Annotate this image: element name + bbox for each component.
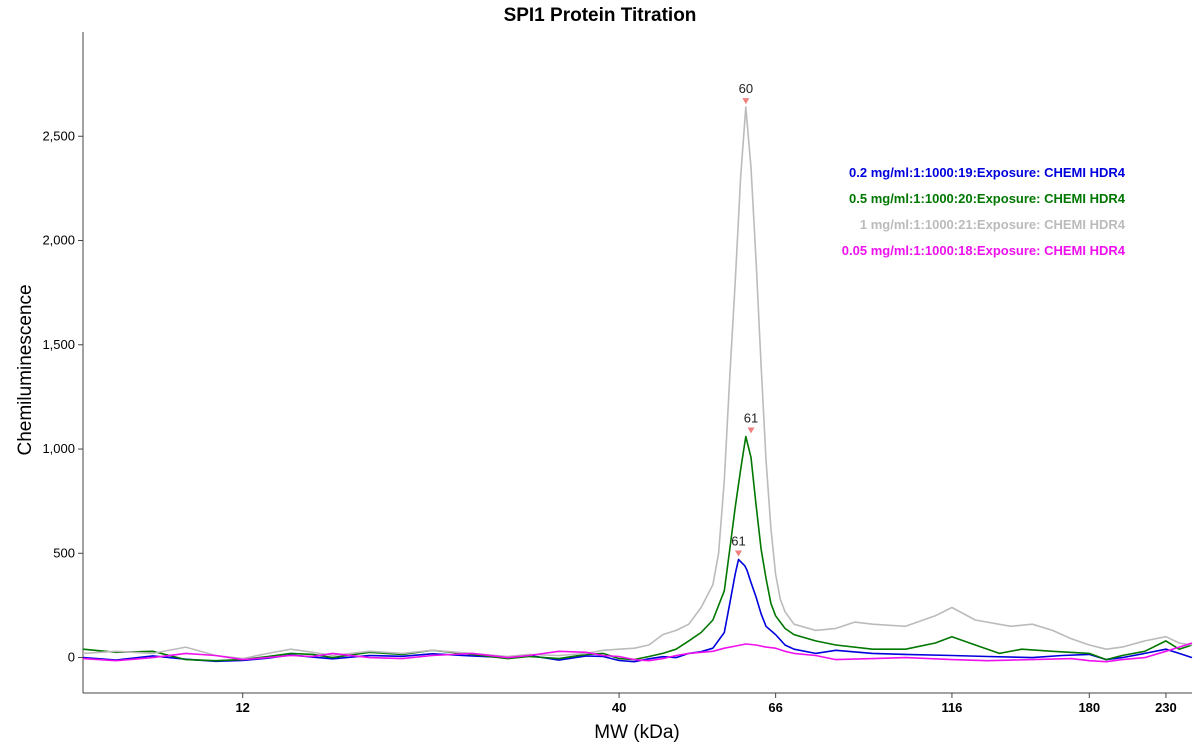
x-tick-label: 66 [768,700,782,715]
legend-entry-3: 1 mg/ml:1:1000:21:Exposure: CHEMI HDR4 [860,217,1126,232]
x-ticks: 12 40 66 116 180 230 [235,693,1177,715]
y-tick-label: 500 [53,545,75,560]
series-line-4 [82,642,1193,663]
peak-marker [747,427,755,434]
series-line-3 [82,106,1193,660]
peak-annotations: 60 61 61 [731,81,758,557]
series-line-2 [82,435,1193,662]
x-tick-label: 230 [1155,700,1177,715]
x-tick-label: 116 [941,700,962,715]
plot-area: 0 500 1,000 1,500 2,000 2,500 12 40 66 116 180 230… [42,32,1193,715]
y-ticks: 0 500 1,000 1,500 2,000 2,500 [42,128,83,665]
peak-marker [734,550,742,557]
series-layer [82,106,1193,663]
series-line-1 [82,558,1193,663]
peak-marker [742,98,750,105]
y-tick-label: 0 [68,650,75,665]
legend-entry-2: 0.5 mg/ml:1:1000:20:Exposure: CHEMI HDR4 [849,191,1126,206]
y-tick-label: 2,500 [42,128,75,143]
peak-label: 61 [744,411,758,426]
x-tick-label: 180 [1078,700,1100,715]
legend-entry-1: 0.2 mg/ml:1:1000:19:Exposure: CHEMI HDR4 [849,165,1126,180]
legend: 0.2 mg/ml:1:1000:19:Exposure: CHEMI HDR4… [842,165,1126,258]
x-tick-label: 40 [612,700,626,715]
legend-entry-4: 0.05 mg/ml:1:1000:18:Exposure: CHEMI HDR… [842,243,1126,258]
chart-title: SPI1 Protein Titration [504,5,697,26]
y-tick-label: 1,000 [42,441,75,456]
y-tick-label: 2,000 [42,233,75,248]
y-axis-title: Chemiluminescence [15,284,36,455]
peak-label: 61 [731,534,745,549]
x-axis-title: MW (kDa) [594,722,679,743]
x-tick-label: 12 [235,700,249,715]
peak-label: 60 [739,81,753,96]
y-tick-label: 1,500 [42,337,75,352]
